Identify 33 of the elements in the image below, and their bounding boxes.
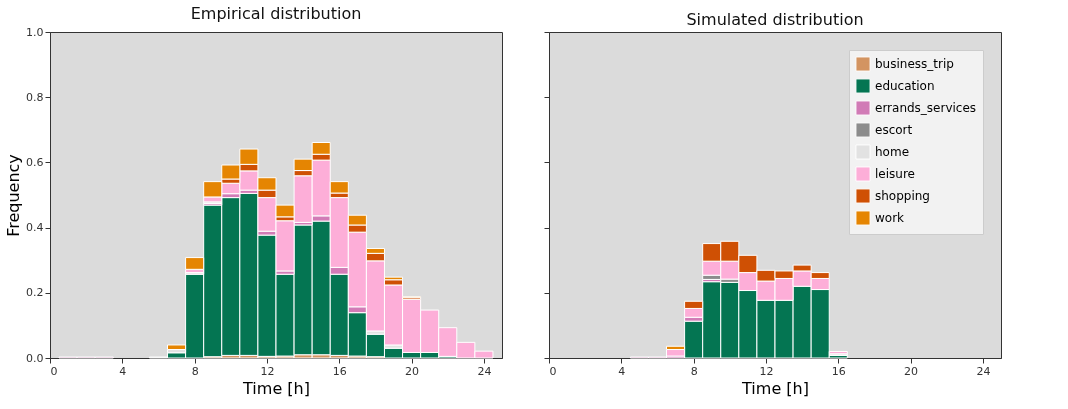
y-tick-label: 1.0 bbox=[26, 25, 44, 39]
y-tick-label: 0.0 bbox=[26, 351, 44, 365]
x-tick-label: 16 bbox=[332, 364, 347, 378]
y-tick-label: 0.6 bbox=[26, 155, 44, 169]
x-tick-label: 0 bbox=[50, 364, 58, 378]
x-tick-label: 4 bbox=[618, 364, 626, 378]
x-tick-label: 16 bbox=[831, 364, 846, 378]
y-axis-title: Frequency bbox=[4, 154, 24, 237]
legend-label: education bbox=[875, 79, 935, 93]
x-tick-label: 4 bbox=[119, 364, 127, 378]
x-axis-title: Time [h] bbox=[741, 378, 809, 398]
legend-label: business_trip bbox=[875, 57, 954, 71]
y-tick-label: 0.8 bbox=[26, 90, 44, 104]
chart-title: Empirical distribution bbox=[190, 4, 362, 23]
x-tick-label: 12 bbox=[759, 364, 774, 378]
legend-label: errands_services bbox=[875, 101, 977, 115]
x-tick-label: 0 bbox=[549, 364, 557, 378]
x-tick-label: 24 bbox=[976, 364, 991, 378]
x-tick-label: 20 bbox=[904, 364, 919, 378]
chart-title: Simulated distribution bbox=[686, 9, 864, 29]
x-axis-title: Time [h] bbox=[242, 378, 310, 398]
legend-label: work bbox=[875, 211, 905, 225]
x-tick-label: 20 bbox=[405, 364, 420, 378]
legend-label: escort bbox=[875, 123, 913, 137]
x-tick-label: 8 bbox=[191, 364, 199, 378]
legend-label: shopping bbox=[875, 189, 930, 203]
x-tick-label: 12 bbox=[260, 364, 275, 378]
legend-label: leisure bbox=[875, 167, 915, 181]
x-tick-label: 24 bbox=[477, 364, 492, 378]
legend-label: home bbox=[875, 145, 910, 159]
y-tick-label: 0.4 bbox=[26, 221, 44, 235]
y-tick-label: 0.2 bbox=[26, 286, 44, 300]
x-tick-label: 8 bbox=[690, 364, 698, 378]
